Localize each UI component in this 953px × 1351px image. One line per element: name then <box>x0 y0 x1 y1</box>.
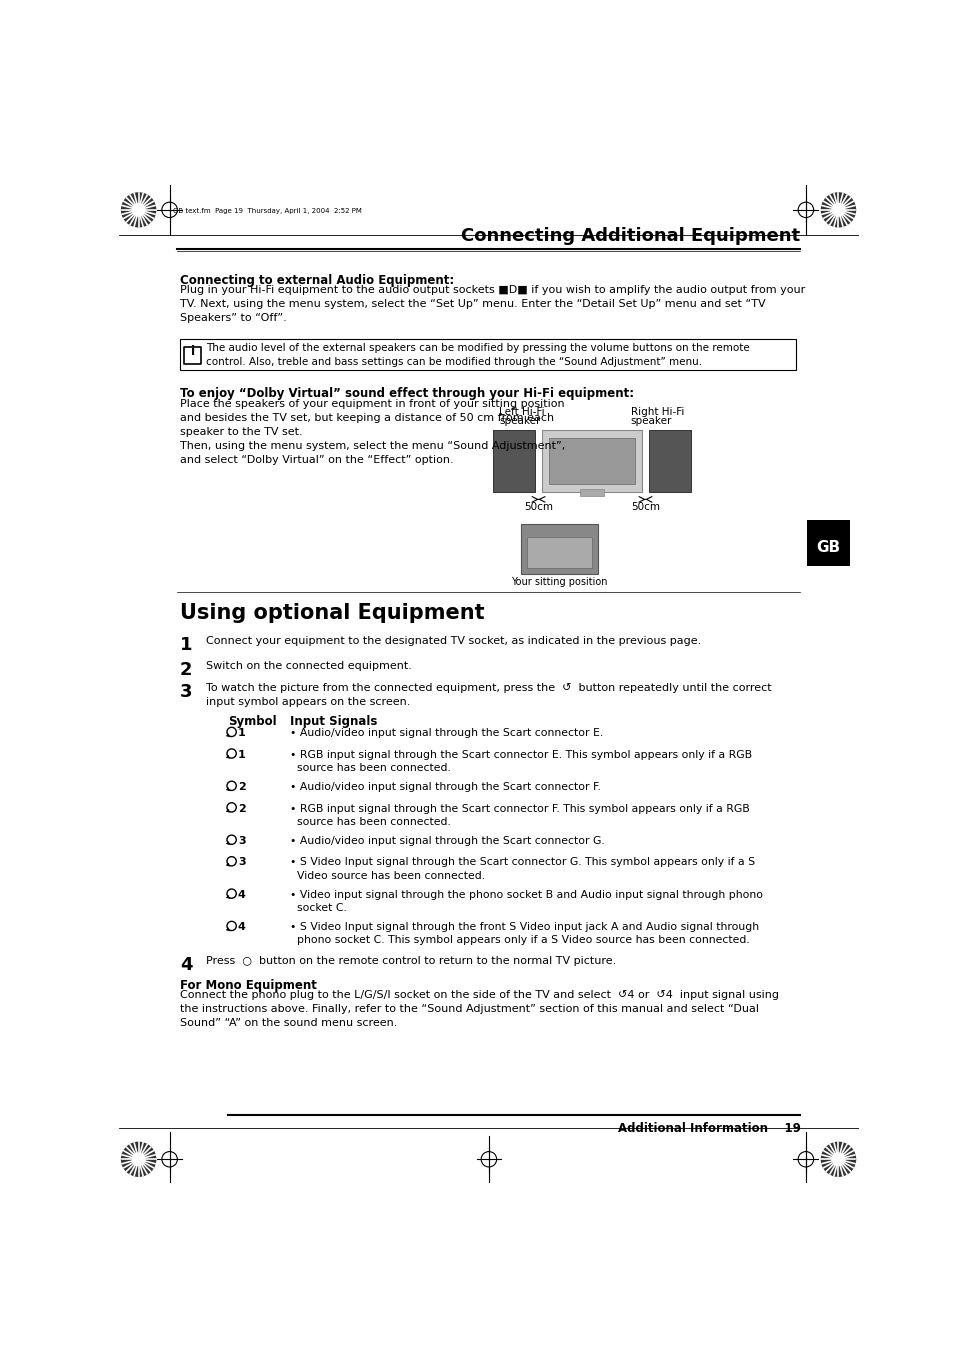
Text: 3: 3 <box>179 684 192 701</box>
Text: 50cm: 50cm <box>523 501 553 512</box>
Text: 4: 4 <box>237 890 246 900</box>
Bar <box>184 347 201 363</box>
Text: 50cm: 50cm <box>630 501 659 512</box>
Text: For Mono Equipment: For Mono Equipment <box>179 979 316 992</box>
Text: 4: 4 <box>179 957 192 974</box>
Text: GB: GB <box>816 539 840 555</box>
Circle shape <box>121 1143 155 1177</box>
Text: Connecting to external Audio Equipment:: Connecting to external Audio Equipment: <box>179 274 454 286</box>
Text: • Audio/video input signal through the Scart connector F.: • Audio/video input signal through the S… <box>290 782 600 792</box>
Circle shape <box>831 204 843 216</box>
Text: • S Video Input signal through the Scart connector G. This symbol appears only i: • S Video Input signal through the Scart… <box>290 858 754 881</box>
Text: To watch the picture from the connected equipment, press the  ↺  button repeated: To watch the picture from the connected … <box>206 684 771 707</box>
Text: 3: 3 <box>237 858 245 867</box>
Text: 1: 1 <box>237 728 245 738</box>
Bar <box>526 538 592 567</box>
Text: 3: 3 <box>237 836 245 846</box>
Text: Right Hi-Fi: Right Hi-Fi <box>630 407 683 417</box>
Circle shape <box>821 193 855 227</box>
Bar <box>179 339 795 370</box>
Text: Plug in your Hi-Fi equipment to the audio output sockets ■D■ if you wish to ampl: Plug in your Hi-Fi equipment to the audi… <box>179 285 804 323</box>
Circle shape <box>121 193 155 227</box>
Circle shape <box>831 1154 843 1166</box>
Text: Switch on the connected equipment.: Switch on the connected equipment. <box>206 661 412 671</box>
Text: Left Hi-Fi: Left Hi-Fi <box>498 407 544 417</box>
Text: GB text.fm  Page 19  Thursday, April 1, 2004  2:52 PM: GB text.fm Page 19 Thursday, April 1, 20… <box>173 208 362 213</box>
Bar <box>806 520 849 566</box>
Bar <box>549 438 634 484</box>
Bar <box>541 430 641 492</box>
Text: • RGB input signal through the Scart connector F. This symbol appears only if a : • RGB input signal through the Scart con… <box>290 804 749 827</box>
Text: Your sitting position: Your sitting position <box>511 577 607 588</box>
Text: Symbol: Symbol <box>228 715 276 728</box>
Text: Connecting Additional Equipment: Connecting Additional Equipment <box>461 227 800 245</box>
Text: Connect the phono plug to the L/G/S/I socket on the side of the TV and select  ↺: Connect the phono plug to the L/G/S/I so… <box>179 990 778 1028</box>
Text: 4: 4 <box>237 923 246 932</box>
Text: • RGB input signal through the Scart connector E. This symbol appears only if a : • RGB input signal through the Scart con… <box>290 750 751 773</box>
Text: Additional Information    19: Additional Information 19 <box>617 1123 800 1135</box>
Text: Input Signals: Input Signals <box>290 715 376 728</box>
Text: 1: 1 <box>237 750 245 759</box>
Bar <box>493 430 535 492</box>
Text: • S Video Input signal through the front S Video input jack A and Audio signal t: • S Video Input signal through the front… <box>290 923 758 946</box>
Circle shape <box>132 204 145 216</box>
Text: speaker: speaker <box>498 416 539 426</box>
Text: Place the speakers of your equipment in front of your sitting position
and besid: Place the speakers of your equipment in … <box>179 400 564 465</box>
Text: 2: 2 <box>237 804 245 813</box>
Text: • Audio/video input signal through the Scart connector E.: • Audio/video input signal through the S… <box>290 728 602 738</box>
Text: • Video input signal through the phono socket B and Audio input signal through p: • Video input signal through the phono s… <box>290 890 762 913</box>
Text: • Audio/video input signal through the Scart connector G.: • Audio/video input signal through the S… <box>290 836 604 846</box>
Text: Using optional Equipment: Using optional Equipment <box>179 603 484 623</box>
Text: The audio level of the external speakers can be modified by pressing the volume : The audio level of the external speakers… <box>206 343 749 367</box>
Circle shape <box>821 1143 855 1177</box>
Circle shape <box>132 1154 145 1166</box>
Text: 1: 1 <box>179 636 192 654</box>
Text: 2: 2 <box>179 661 192 680</box>
Bar <box>579 489 603 496</box>
Text: speaker: speaker <box>630 416 672 426</box>
Text: 2: 2 <box>237 782 245 792</box>
Text: To enjoy “Dolby Virtual” sound effect through your Hi-Fi equipment:: To enjoy “Dolby Virtual” sound effect th… <box>179 386 633 400</box>
Text: Connect your equipment to the designated TV socket, as indicated in the previous: Connect your equipment to the designated… <box>206 636 700 646</box>
Bar <box>520 524 598 574</box>
Text: i: i <box>191 346 194 358</box>
Text: Press  ○  button on the remote control to return to the normal TV picture.: Press ○ button on the remote control to … <box>206 957 616 966</box>
Bar <box>648 430 691 492</box>
